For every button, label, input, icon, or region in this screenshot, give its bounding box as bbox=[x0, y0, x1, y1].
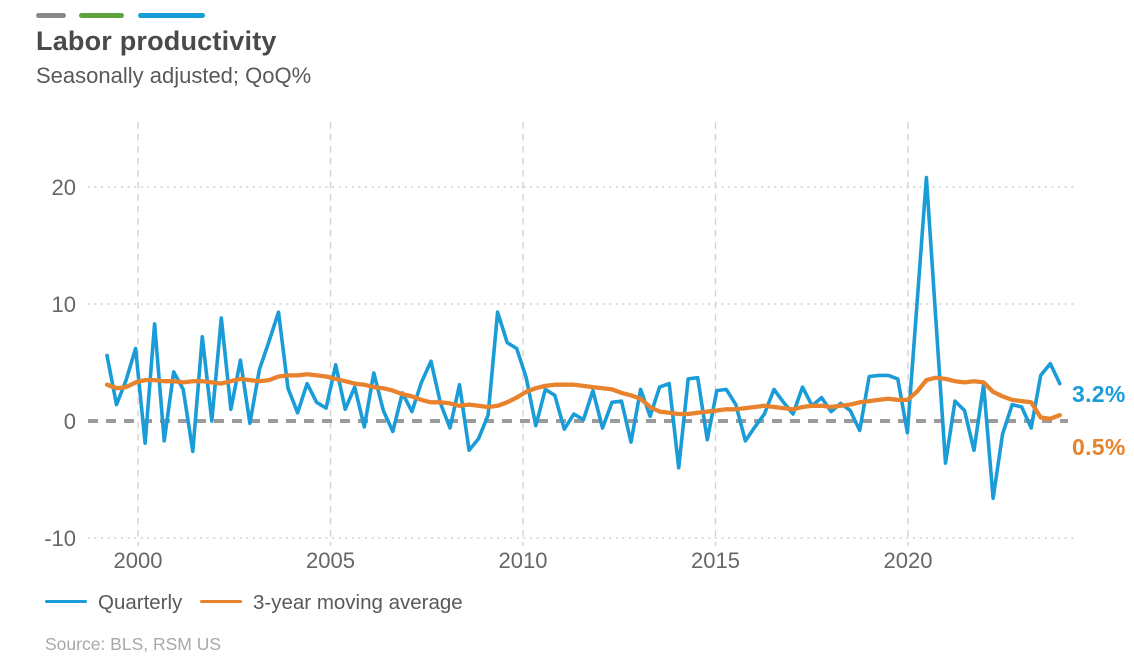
x-tick-label-2020: 2020 bbox=[884, 548, 933, 573]
legend-item-quarterly: Quarterly bbox=[45, 591, 182, 614]
x-tick-label-2015: 2015 bbox=[691, 548, 740, 573]
page-title: Labor productivity bbox=[36, 26, 277, 56]
legend-label-quarterly: Quarterly bbox=[98, 591, 183, 614]
y-tick-label-0: 0 bbox=[64, 409, 76, 434]
legend-line-quarterly bbox=[45, 599, 87, 604]
quarterly-end-value-label: 3.2% bbox=[1072, 381, 1126, 407]
y-tick-label--10: -10 bbox=[44, 526, 76, 551]
legend-label-moving-average: 3-year moving average bbox=[253, 591, 463, 614]
y-tick-label-20: 20 bbox=[52, 175, 76, 200]
x-tick-label-2010: 2010 bbox=[499, 548, 548, 573]
accent-bars bbox=[36, 13, 311, 18]
y-tick-label-10: 10 bbox=[52, 292, 76, 317]
accent-bar-green bbox=[79, 13, 125, 18]
source-note: Source: BLS, RSM US bbox=[45, 634, 222, 654]
legend-line-moving-average bbox=[200, 599, 243, 604]
x-tick-label-2000: 2000 bbox=[114, 548, 163, 573]
chart-legend: Quarterly 3-year moving average bbox=[45, 591, 475, 615]
page-subtitle: Seasonally adjusted; QoQ% bbox=[36, 62, 312, 88]
chart-header: Labor productivity Seasonally adjusted; … bbox=[36, 13, 311, 89]
accent-bar-blue bbox=[137, 13, 205, 18]
moving-average-end-value-label: 0.5% bbox=[1072, 434, 1126, 460]
legend-item-moving-average: 3-year moving average bbox=[200, 591, 463, 614]
quarterly-line bbox=[105, 175, 1062, 501]
moving-average-line bbox=[104, 372, 1062, 421]
x-tick-label-2005: 2005 bbox=[306, 548, 355, 573]
accent-bar-gray bbox=[36, 13, 66, 18]
